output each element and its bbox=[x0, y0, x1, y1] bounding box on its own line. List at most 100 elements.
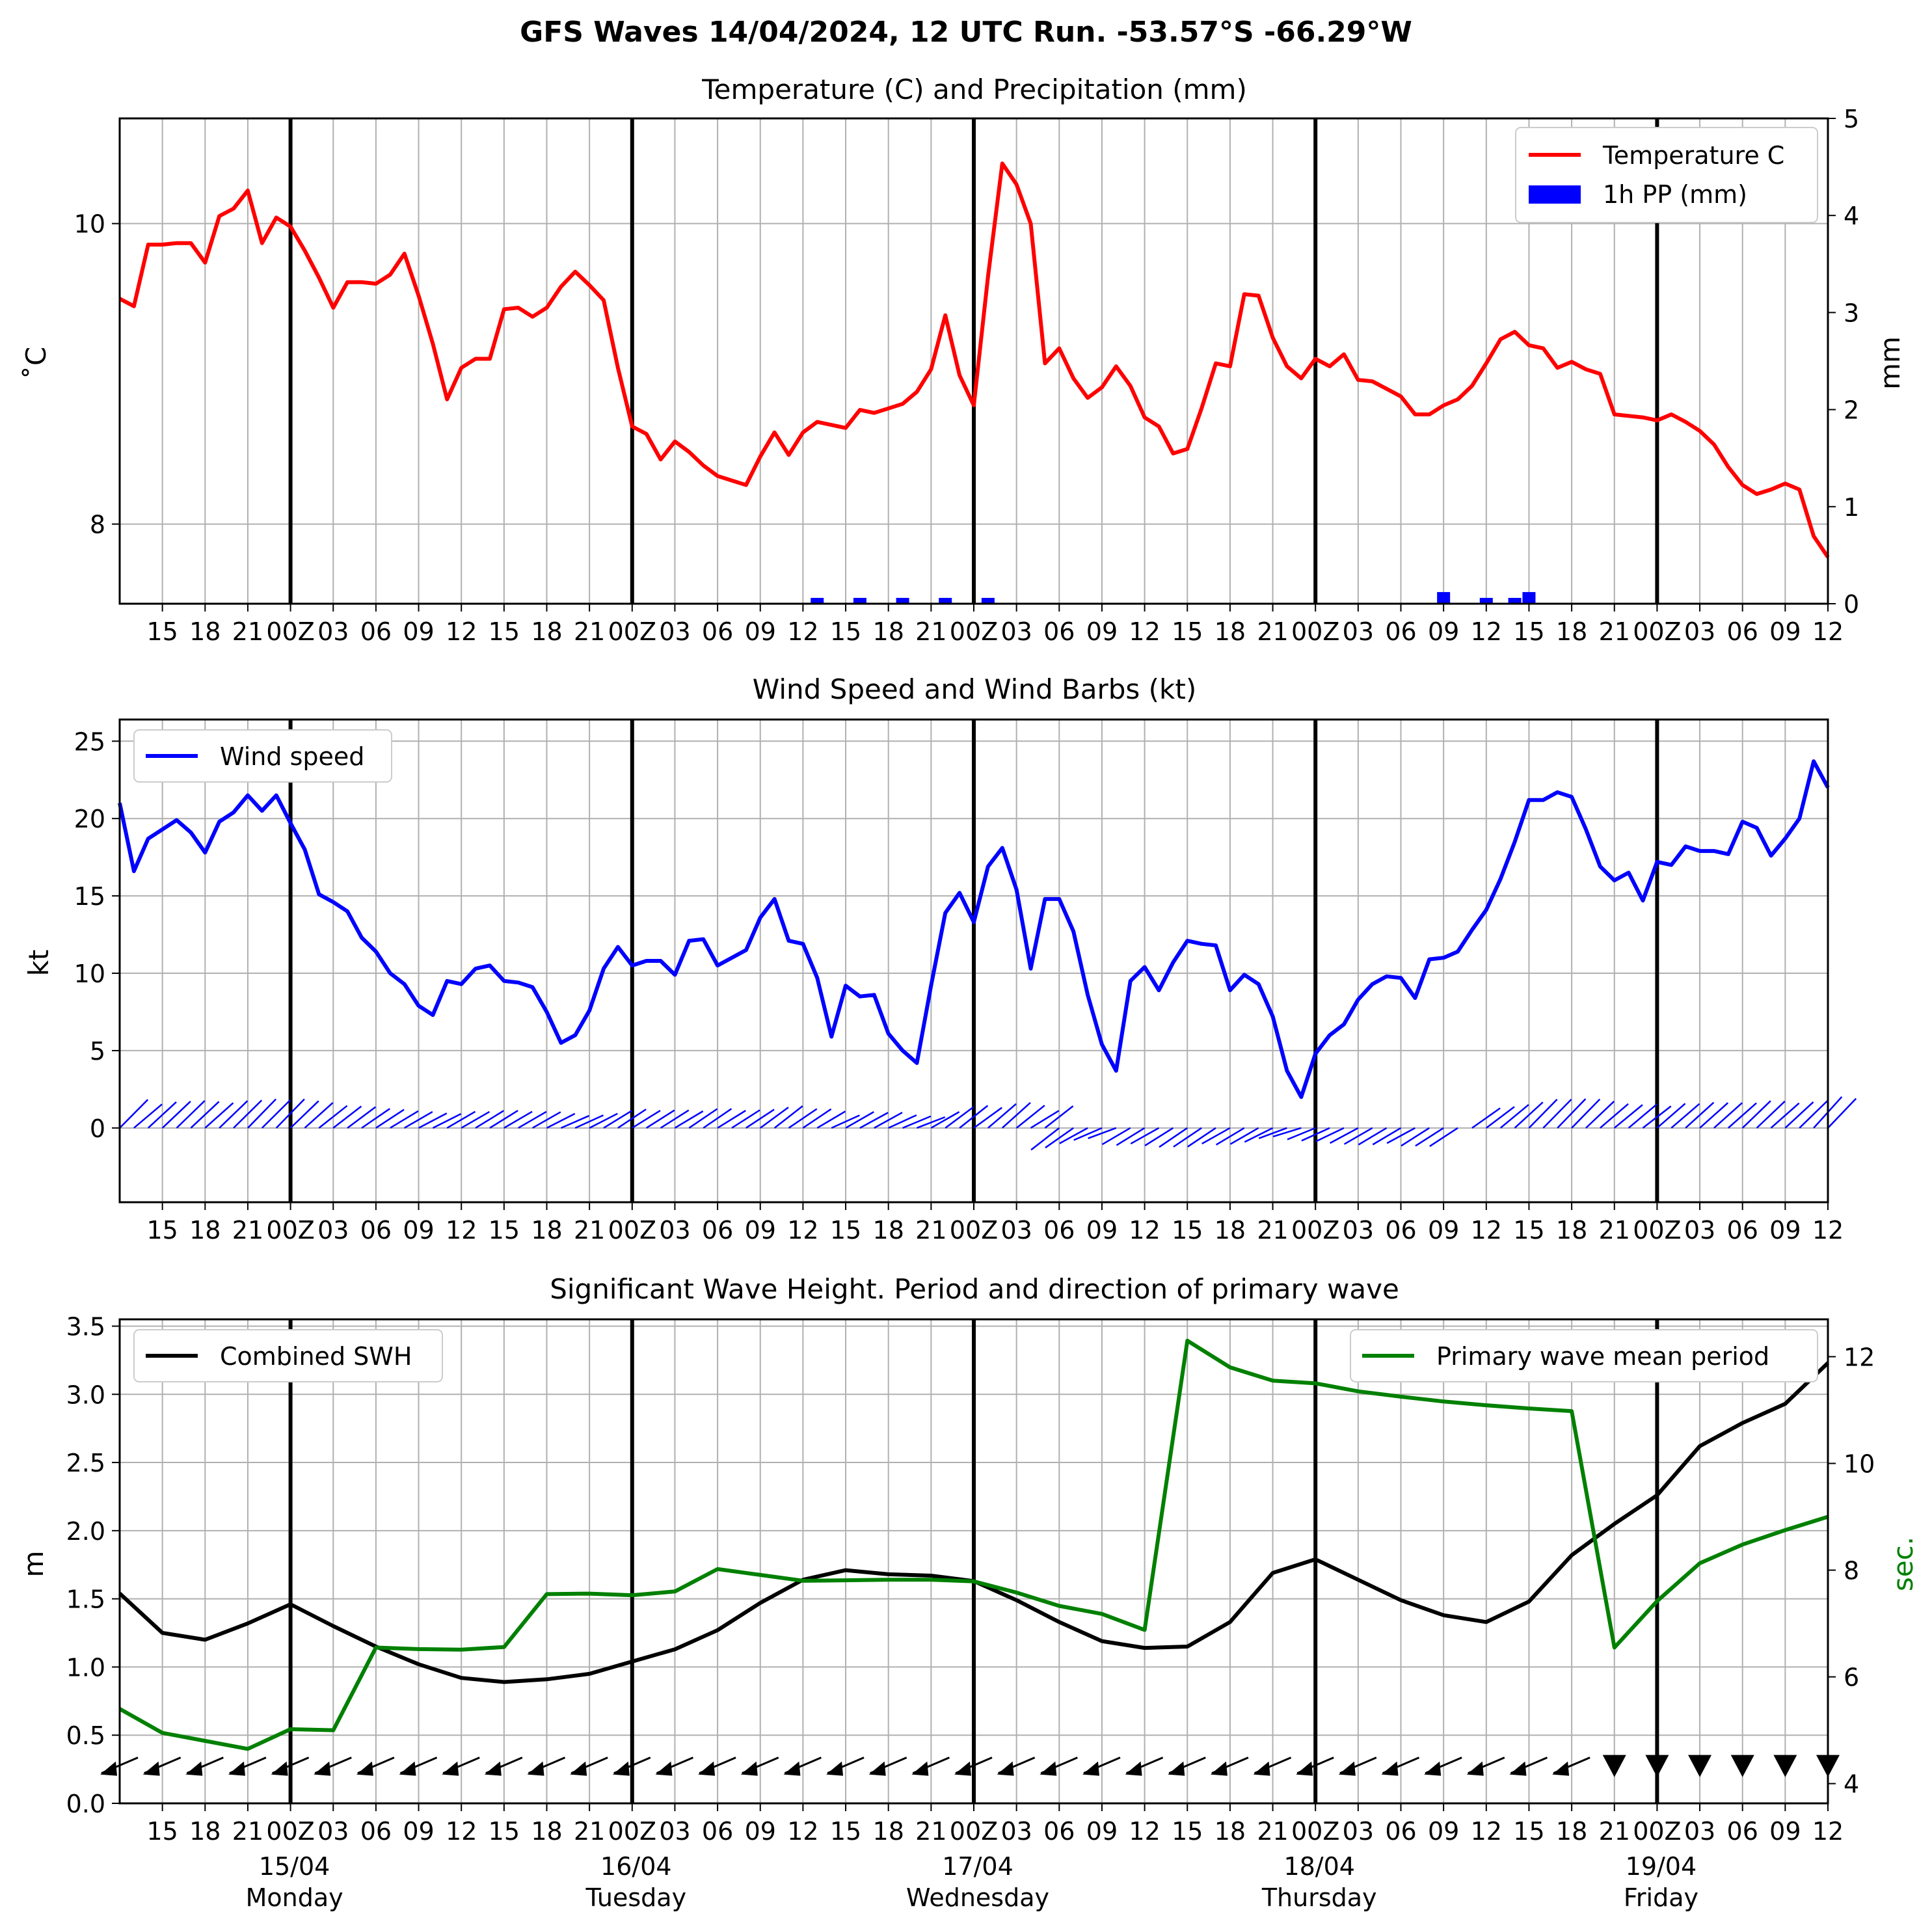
temperature-x-tick-label: 18 bbox=[531, 617, 562, 646]
temperature-x-tick-label: 12 bbox=[1129, 617, 1160, 646]
wind-barb bbox=[475, 1110, 504, 1129]
wind-barb bbox=[1101, 1127, 1131, 1146]
wind-barb bbox=[902, 1115, 932, 1129]
temperature-x-tick-label: 21 bbox=[574, 617, 605, 646]
wind-barb bbox=[1258, 1127, 1287, 1139]
period-y-tick-label: 8 bbox=[1844, 1557, 1859, 1585]
period-y-tick-label: 4 bbox=[1844, 1770, 1859, 1799]
wind-barb bbox=[1542, 1099, 1572, 1129]
temperature-x-tick-label: 21 bbox=[915, 617, 946, 646]
period-ylabel: sec. bbox=[1887, 1537, 1919, 1591]
wind-x-tick-label: 15 bbox=[1172, 1216, 1203, 1245]
wind-barb bbox=[1044, 1105, 1074, 1129]
wave-direction-arrowhead bbox=[527, 1761, 544, 1776]
temperature-y-tick-label: 8 bbox=[90, 511, 105, 539]
wind-barb bbox=[1001, 1101, 1031, 1129]
wind-y-tick-label: 0 bbox=[90, 1114, 105, 1143]
wind-barb bbox=[1571, 1098, 1601, 1129]
wind-y-tick-label: 20 bbox=[74, 805, 105, 833]
precip-bar bbox=[1479, 598, 1493, 604]
waves-x-tick-label: 00Z bbox=[950, 1817, 998, 1846]
wind-barb bbox=[1727, 1102, 1757, 1129]
precip-y-tick-label: 1 bbox=[1844, 493, 1859, 522]
wind-x-tick-label: 00Z bbox=[1633, 1216, 1681, 1245]
wind-x-tick-label: 06 bbox=[360, 1216, 392, 1245]
wind-x-tick-label: 09 bbox=[745, 1216, 776, 1245]
wind-barb bbox=[1628, 1103, 1657, 1129]
wind-barb bbox=[589, 1112, 618, 1129]
temperature-x-tick-label: 09 bbox=[403, 617, 434, 646]
wave-direction-arrowhead bbox=[185, 1761, 203, 1776]
temperature-panel-title: Temperature (C) and Precipitation (mm) bbox=[701, 74, 1247, 105]
temperature-x-tick-label: 15 bbox=[489, 617, 520, 646]
waves-x-tick-label: 15 bbox=[146, 1817, 178, 1846]
wave-direction-arrowhead bbox=[783, 1761, 801, 1776]
wind-barb bbox=[1088, 1127, 1117, 1139]
temperature-x-tick-label: 03 bbox=[317, 617, 349, 646]
wind-barb bbox=[688, 1108, 718, 1129]
temperature-x-tick-label: 12 bbox=[787, 617, 818, 646]
wave-direction-arrowhead bbox=[228, 1761, 245, 1776]
wind-barb bbox=[1330, 1127, 1359, 1144]
wind-barb bbox=[1642, 1105, 1672, 1129]
wind-ylabel: kt bbox=[23, 950, 55, 976]
wave-direction-arrowhead bbox=[356, 1761, 373, 1776]
wind-barb bbox=[390, 1110, 419, 1129]
waves-x-tick-label: 21 bbox=[915, 1817, 946, 1846]
wind-barb bbox=[1429, 1127, 1458, 1148]
waves-x-tick-label: 03 bbox=[1684, 1817, 1715, 1846]
wind-barb bbox=[1187, 1127, 1216, 1148]
waves-x-tick-label: 15 bbox=[830, 1817, 861, 1846]
wind-barb bbox=[404, 1111, 433, 1129]
wind-x-tick-label: 09 bbox=[1086, 1216, 1118, 1245]
wind-barb bbox=[133, 1103, 163, 1129]
wind-barb bbox=[518, 1111, 547, 1129]
wind-barb bbox=[204, 1102, 234, 1129]
wind-x-tick-label: 12 bbox=[1129, 1216, 1160, 1245]
period-legend: Primary wave mean period bbox=[1350, 1329, 1818, 1382]
waves-axes-frame bbox=[118, 1318, 1829, 1805]
wave-direction-arrowhead bbox=[1040, 1761, 1057, 1776]
wind-barb bbox=[1287, 1127, 1316, 1140]
waves-x-tick-label: 21 bbox=[1599, 1817, 1630, 1846]
precip-legend-label: 1h PP (mm) bbox=[1603, 180, 1747, 209]
panel-temperature: Temperature (C) and Precipitation (mm) 0… bbox=[20, 74, 1906, 646]
temperature-x-tick-label: 00Z bbox=[608, 617, 656, 646]
temperature-x-tick-label: 15 bbox=[1513, 617, 1544, 646]
wave-direction-arrowhead bbox=[1168, 1761, 1185, 1776]
temperature-x-tick-label: 21 bbox=[232, 617, 263, 646]
wind-barb bbox=[959, 1105, 989, 1129]
wind-barb bbox=[788, 1108, 818, 1129]
period-legend-label: Primary wave mean period bbox=[1436, 1342, 1769, 1371]
period-line bbox=[118, 1338, 1829, 1751]
wind-barb bbox=[1045, 1127, 1074, 1149]
wind-x-tick-label: 06 bbox=[702, 1216, 733, 1245]
wind-barb bbox=[1386, 1127, 1415, 1144]
wind-barb bbox=[261, 1099, 291, 1129]
precip-bar bbox=[1508, 598, 1522, 604]
wind-barb bbox=[1372, 1127, 1402, 1146]
wind-barb bbox=[546, 1112, 576, 1129]
wave-direction-arrow bbox=[1645, 1755, 1669, 1777]
waves-x-tick-label: 06 bbox=[1043, 1817, 1075, 1846]
period-y-tick-label: 12 bbox=[1844, 1343, 1875, 1371]
panel-wind: Wind Speed and Wind Barbs (kt) 0 5 10 15 20 2… bbox=[23, 673, 1857, 1245]
swh-ylabel: m bbox=[18, 1551, 49, 1578]
waves-x-tick-label: 09 bbox=[1428, 1817, 1459, 1846]
temperature-x-tick-label: 06 bbox=[360, 617, 392, 646]
wind-barb bbox=[446, 1111, 476, 1129]
wind-barb bbox=[1015, 1105, 1045, 1129]
temperature-x-tick-label: 18 bbox=[1214, 617, 1246, 646]
wave-direction-arrowhead bbox=[1509, 1761, 1527, 1776]
wind-barb bbox=[1685, 1101, 1715, 1129]
wind-x-tick-label: 00Z bbox=[266, 1216, 314, 1245]
wind-barb bbox=[1173, 1127, 1202, 1148]
swh-legend-box bbox=[133, 1329, 443, 1382]
wind-barb bbox=[1713, 1102, 1743, 1129]
waves-x-tick-label: 00Z bbox=[608, 1817, 656, 1846]
temperature-x-tick-label: 03 bbox=[1000, 617, 1032, 646]
wind-panel-title: Wind Speed and Wind Barbs (kt) bbox=[753, 673, 1196, 705]
wind-barb bbox=[1514, 1101, 1544, 1129]
temperature-x-tick-label: 18 bbox=[189, 617, 221, 646]
